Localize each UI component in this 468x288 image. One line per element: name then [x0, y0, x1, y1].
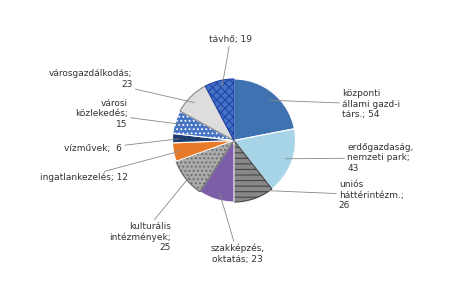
Text: vízművek;  6: vízművek; 6 — [64, 139, 179, 154]
Text: távhő; 19: távhő; 19 — [209, 35, 252, 87]
Wedge shape — [176, 141, 234, 192]
Wedge shape — [173, 111, 234, 141]
Wedge shape — [234, 129, 295, 189]
Text: városgazdálkodás;
23: városgazdálkodás; 23 — [49, 69, 195, 103]
Text: városi
közlekedés;
15: városi közlekedés; 15 — [75, 99, 182, 129]
Text: kulturális
intézmények;
25: kulturális intézmények; 25 — [110, 175, 191, 252]
Text: központi
állami gazd-i
társ.; 54: központi állami gazd-i társ.; 54 — [270, 89, 401, 119]
Text: uniós
háttérintézm.;
26: uniós háttérintézm.; 26 — [254, 180, 403, 210]
Text: erdőgazdaság,
nemzeti park;
43: erdőgazdaság, nemzeti park; 43 — [286, 143, 414, 173]
Text: szakképzés,
oktatás; 23: szakképzés, oktatás; 23 — [211, 193, 264, 264]
Wedge shape — [234, 141, 272, 202]
Wedge shape — [234, 79, 294, 141]
Wedge shape — [205, 79, 234, 141]
Wedge shape — [200, 141, 234, 202]
Wedge shape — [180, 86, 234, 141]
Text: ingatlankezelés; 12: ingatlankezelés; 12 — [40, 151, 180, 182]
Wedge shape — [173, 133, 234, 143]
Wedge shape — [173, 141, 234, 161]
